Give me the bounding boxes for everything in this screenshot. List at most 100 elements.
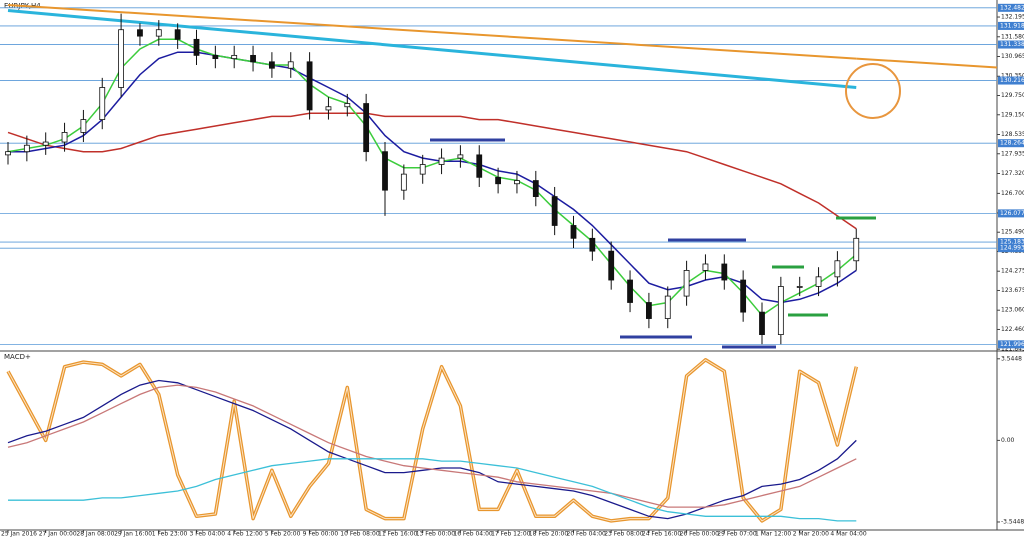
x-tick-label: 24 Feb 16:00 (642, 531, 682, 538)
candle-body (118, 29, 124, 88)
candle-body (702, 263, 709, 271)
level-label-box (998, 139, 1024, 148)
y-tick-label: 124.275 (1001, 268, 1024, 275)
y-tick-label: 126.700 (1001, 190, 1024, 197)
level-label: 131.918 (1000, 22, 1024, 29)
y-tick-label: 129.150 (1001, 111, 1024, 118)
candle-body (853, 237, 860, 262)
y-tick-label: 125.490 (1001, 229, 1024, 236)
trendline (7, 8, 857, 89)
x-tick-label: 23 Feb 08:00 (604, 531, 644, 538)
macd-line (7, 384, 857, 508)
y-tick-label: 127.935 (1001, 150, 1024, 157)
level-label: 121.996 (1000, 341, 1024, 348)
candle-body (777, 286, 784, 335)
y-tick-label: 127.320 (1001, 170, 1024, 177)
candle-body (231, 54, 238, 59)
candle-body (174, 29, 181, 40)
x-tick-label: 2 Mar 20:00 (793, 531, 829, 538)
y-tick-label: 130.965 (1001, 53, 1024, 60)
candle-body (646, 302, 652, 319)
level-label: 124.993 (1000, 245, 1024, 252)
x-tick-label: 13 Feb 00:00 (416, 531, 456, 538)
candle-body (532, 180, 539, 197)
x-tick-label: 4 Feb 12:00 (227, 531, 263, 538)
moving-average (7, 38, 857, 317)
candle-body (457, 154, 464, 159)
level-label-box (998, 40, 1024, 49)
x-tick-label: 25 Jan 2016 (1, 531, 37, 538)
candle-body (438, 157, 445, 165)
trendline-extension (856, 57, 998, 69)
level-label-box (998, 21, 1024, 30)
y-tick-label: 130.350 (1001, 73, 1024, 80)
x-tick-label: 10 Feb 08:00 (340, 531, 380, 538)
x-tick-label: 11 Feb 16:00 (378, 531, 418, 538)
y-tick-label: 128.535 (1001, 131, 1024, 138)
candle-body (306, 61, 313, 111)
candle-body (834, 260, 841, 278)
y-tick-label: 123.060 (1001, 307, 1024, 314)
candle-body (664, 295, 671, 319)
candle-body (627, 279, 633, 303)
indicator-title: MACD+ (4, 353, 31, 361)
y-tick-label: 123.675 (1001, 287, 1024, 294)
level-label-box (998, 209, 1024, 218)
macd-main-inner (7, 359, 857, 522)
highlight-circle (845, 63, 901, 119)
candle-body (268, 61, 275, 69)
x-tick-label: 29 Feb 07:00 (717, 531, 757, 538)
moving-average (7, 112, 857, 230)
y-tick-label: 122.460 (1001, 326, 1024, 333)
candle-body (287, 61, 294, 69)
x-tick-label: 1 Mar 12:00 (755, 531, 791, 538)
candle-body (80, 119, 87, 133)
candle-body (476, 154, 483, 178)
x-tick-label: 16 Feb 04:00 (453, 531, 493, 538)
candle-body (250, 54, 256, 63)
x-tick-label: 20 Feb 04:00 (567, 531, 607, 538)
candle-body (344, 103, 351, 108)
candle-body (382, 151, 388, 191)
x-tick-label: 17 Feb 12:00 (491, 531, 531, 538)
candle-body (608, 250, 615, 281)
level-label-box (998, 76, 1024, 85)
x-tick-label: 27 Jan 00:00 (39, 531, 77, 538)
candle-body (759, 311, 765, 335)
level-label: 131.338 (1000, 41, 1024, 48)
candle-body (551, 196, 558, 226)
x-tick-label: 29 Jan 16:00 (114, 531, 152, 538)
moving-average (8, 51, 857, 304)
candle-body (325, 106, 332, 111)
y-tick-label: 3.5448 (1001, 355, 1022, 362)
candle-body (5, 151, 11, 156)
y-tick-label: 0.00 (1001, 437, 1015, 444)
x-tick-label: 1 Feb 23:00 (152, 531, 188, 538)
candle-body (796, 286, 803, 288)
y-tick-label: 132.195 (1001, 14, 1024, 21)
macd-line (8, 458, 857, 522)
level-label-box (998, 244, 1024, 253)
x-tick-label: 4 Mar 04:00 (830, 531, 866, 538)
level-label: 132.482 (1000, 4, 1024, 11)
candle-body (42, 141, 49, 146)
candle-body (99, 87, 106, 120)
level-label: 130.216 (1000, 77, 1024, 84)
candle-body (212, 54, 219, 59)
support-resistance-marks (430, 63, 901, 349)
x-tick-label: 9 Feb 00:00 (303, 531, 339, 538)
candle-body (400, 173, 407, 191)
x-tick-label: 18 Feb 20:00 (529, 531, 569, 538)
candle-body (721, 263, 728, 281)
level-label: 126.077 (1000, 210, 1024, 217)
candle-body (815, 276, 822, 287)
y-tick-label: -3.5448 (1001, 518, 1024, 525)
candle-body (419, 164, 426, 175)
candle-body (61, 132, 68, 143)
x-tick-label: 5 Feb 20:00 (265, 531, 301, 538)
level-label-box (998, 3, 1024, 12)
candle-body (495, 176, 502, 185)
x-tick-label: 3 Feb 04:00 (190, 531, 226, 538)
y-tick-label: 131.580 (1001, 33, 1024, 40)
